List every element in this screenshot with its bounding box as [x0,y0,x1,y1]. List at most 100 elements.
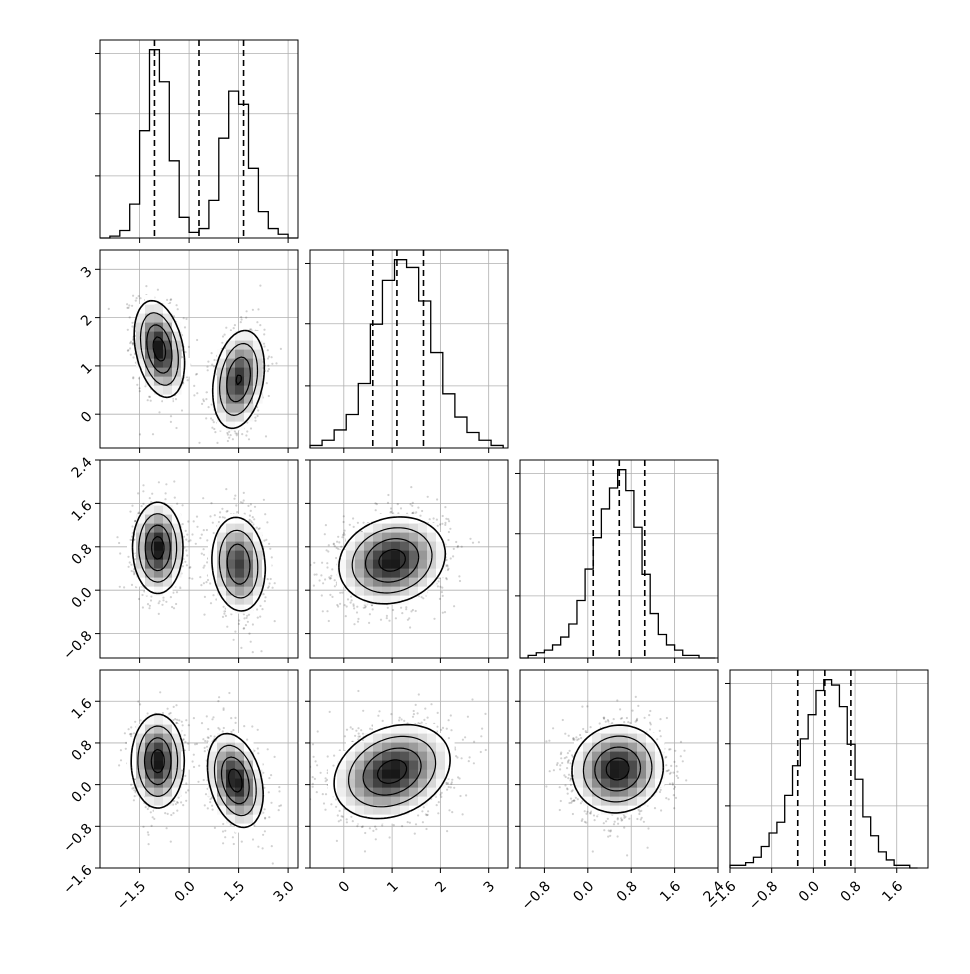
scatter-point [263,333,265,335]
scatter-point [127,329,129,331]
scatter-point [234,631,236,633]
scatter-point [243,492,245,494]
scatter-point [187,520,189,522]
density-cell [145,295,155,305]
scatter-point [142,606,144,608]
scatter-point [334,585,336,587]
scatter-point [209,582,211,584]
scatter-point [233,639,235,641]
density-cell [217,550,227,560]
density-cell [235,541,245,551]
scatter-point [335,557,337,559]
scatter-point [433,618,435,620]
scatter-point [249,519,251,521]
scatter-point [158,481,160,483]
density-cell [145,541,155,551]
scatter-point [380,619,382,621]
scatter-point [148,396,150,398]
scatter-point [227,434,229,436]
scatter-point [170,298,172,300]
histogram-step [520,470,715,658]
scatter-point [211,427,213,429]
scatter-point [392,609,394,611]
density-cell [154,349,164,359]
scatter-point [170,421,172,423]
density-cell [226,403,236,413]
scatter-point [350,602,352,604]
scatter-point [235,432,237,434]
scatter-point [275,362,277,364]
scatter-point [157,289,159,291]
scatter-point [386,617,388,619]
scatter-point [267,578,269,580]
scatter-point [184,326,186,328]
density-cell [172,358,182,368]
panel-frame [520,460,718,658]
scatter-point [158,411,160,413]
scatter-point [182,504,184,506]
scatter-point [421,510,423,512]
scatter-point [264,600,266,602]
scatter-point [182,565,184,567]
scatter-point [241,433,243,435]
x-tick-label: 1.6 [879,878,906,905]
scatter-point [213,532,215,534]
scatter-point [221,508,223,510]
scatter-point [203,567,205,569]
scatter-point [444,611,446,613]
scatter-point [186,554,188,556]
scatter-point [246,430,248,432]
scatter-point [249,515,251,517]
marginal-histogram-2 [515,460,718,663]
density-cell [145,367,155,377]
scatter-point [175,398,177,400]
scatter-point [240,316,242,318]
y-tick-label: 1 [78,360,96,378]
scatter-point [176,304,178,306]
density-cell [154,559,164,569]
scatter-point [214,514,216,516]
scatter-point [118,542,120,544]
density-cell [235,586,245,596]
density-cell [145,559,155,569]
scatter-point [116,536,118,538]
scatter-point [421,596,423,598]
scatter-point [268,368,270,370]
scatter-point [203,565,205,567]
scatter-point [164,498,166,500]
scatter-point [271,356,273,358]
scatter-point [128,566,130,568]
scatter-point [268,356,270,358]
scatter-point [165,492,167,494]
scatter-point [245,624,247,626]
y-tick-label: −0.8 [60,628,95,663]
scatter-point [216,442,218,444]
scatter-point [257,308,259,310]
scatter-point [252,651,254,653]
scatter-point [267,587,269,589]
scatter-point [234,495,236,497]
scatter-point [211,403,213,405]
scatter-point [313,585,315,587]
scatter-point [412,502,414,504]
scatter-point [201,534,203,536]
y-tick-label: 1.6 [69,498,96,525]
scatter-point [211,352,213,354]
scatter-point [222,616,224,618]
scatter-point [272,587,274,589]
scatter-point [326,562,328,564]
scatter-point [271,363,273,365]
scatter-point [250,328,252,330]
scatter-point [400,507,402,509]
scatter-point [150,599,152,601]
scatter-point [405,606,407,608]
scatter-point [243,627,245,629]
scatter-point [387,502,389,504]
scatter-point [447,518,449,520]
scatter-point [195,450,197,452]
scatter-point [213,365,215,367]
scatter-point [248,614,250,616]
scatter-point [313,562,315,564]
scatter-point [263,329,265,331]
